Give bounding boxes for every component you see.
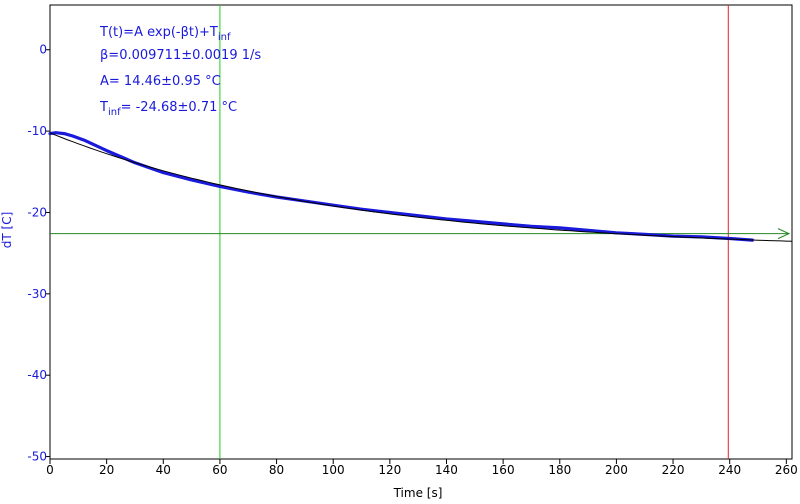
x-tick-label: 260 (775, 463, 798, 477)
x-tick-label: 80 (269, 463, 284, 477)
y-axis-label: dT [C] (0, 212, 14, 249)
y-tick-label: 0 (39, 43, 47, 57)
fit-curve-line (49, 132, 793, 242)
y-tick-label: -10 (27, 124, 47, 138)
x-tick-label: 140 (435, 463, 458, 477)
x-tick-label: 60 (212, 463, 227, 477)
fit-tinf-value: = -24.68±0.71 °C (121, 100, 237, 115)
measured-series-line (48, 131, 755, 242)
series-layer (48, 131, 793, 242)
axes: 0 20 40 60 80 100 120 140 160 180 200 220 240 260 0 -10… (27, 4, 798, 477)
x-tick-label: 40 (156, 463, 171, 477)
x-tick-label: 240 (718, 463, 741, 477)
y-tick-label: -20 (27, 205, 47, 219)
horizontal-marker-arrow (777, 228, 791, 240)
fit-model-text: T(t)=A exp(-βt)+Tinf (99, 25, 231, 43)
marker-lines (50, 5, 791, 459)
x-axis-label: Time [s] (393, 486, 443, 500)
x-tick-label: 100 (322, 463, 345, 477)
fit-model-subscript: inf (218, 32, 231, 43)
x-tick-label: 180 (548, 463, 571, 477)
x-tick-label: 160 (492, 463, 515, 477)
x-tick-label: 220 (662, 463, 685, 477)
fit-beta-text: β=0.009711±0.0019 1/s (100, 48, 261, 63)
x-tick-label: 200 (605, 463, 628, 477)
y-tick-label: -50 (27, 450, 47, 464)
fit-a-text: A= 14.46±0.95 °C (100, 74, 221, 89)
fit-tinf-subscript: inf (108, 107, 121, 118)
y-tick-label: -40 (27, 368, 47, 382)
fit-annotation: T(t)=A exp(-βt)+Tinf β=0.009711±0.0019 1… (99, 25, 261, 118)
x-tick-label: 20 (99, 463, 114, 477)
x-tick-label: 120 (378, 463, 401, 477)
plot-frame (49, 4, 793, 460)
y-tick-label: -30 (27, 287, 47, 301)
x-tick-label: 0 (46, 463, 54, 477)
fit-tinf-text: Tinf= -24.68±0.71 °C (99, 100, 237, 118)
